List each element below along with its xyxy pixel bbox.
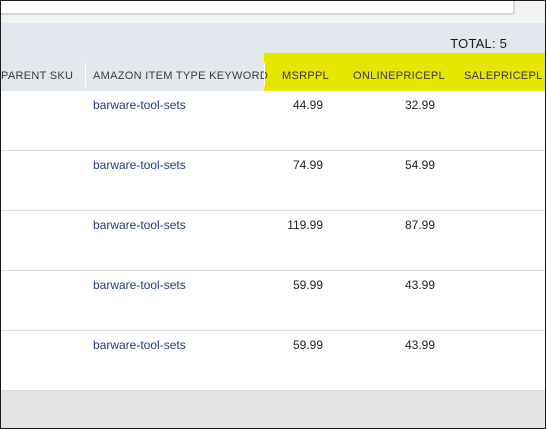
table-row[interactable]: barware-tool-sets 59.99 43.99 [1,271,545,331]
item-type-keyword-link[interactable]: barware-tool-sets [93,338,186,352]
table-body: barware-tool-sets 44.99 32.99 barware-to… [1,91,545,391]
highlighted-price-columns [264,53,545,91]
onlinepricepl-value: 54.99 [404,158,435,172]
column-divider [85,63,86,87]
column-divider [264,63,265,87]
column-header-msrppl[interactable]: MSRPPL [282,70,330,82]
item-type-keyword-link[interactable]: barware-tool-sets [93,98,186,112]
msrppl-value: 119.99 [287,218,323,232]
onlinepricepl-value: 43.99 [404,338,435,352]
table-row[interactable]: barware-tool-sets 74.99 54.99 [1,151,545,211]
table-row[interactable]: barware-tool-sets 119.99 87.99 [1,211,545,271]
column-header-parent-sku[interactable]: PARENT SKU [1,70,74,82]
column-header-onlinepricepl[interactable]: ONLINEPRICEPL [353,70,445,82]
msrppl-value: 59.99 [292,278,323,292]
msrppl-value: 74.99 [292,158,323,172]
item-type-keyword-link[interactable]: barware-tool-sets [93,278,186,292]
onlinepricepl-value: 87.99 [404,218,435,232]
column-header-salepricepl[interactable]: SALEPRICEPL [464,70,543,82]
table-row[interactable]: barware-tool-sets 59.99 43.99 [1,331,545,391]
total-count: TOTAL: 5 [450,36,507,51]
table-footer [1,391,545,428]
table-row[interactable]: barware-tool-sets 44.99 32.99 [1,91,545,151]
onlinepricepl-value: 43.99 [404,278,435,292]
upper-panel-edge [1,1,515,15]
msrppl-value: 59.99 [292,338,323,352]
column-header-item-type-keyword[interactable]: AMAZON ITEM TYPE KEYWORD [93,70,269,82]
upper-scroll-area [515,1,545,23]
item-type-keyword-link[interactable]: barware-tool-sets [93,158,186,172]
msrppl-value: 44.99 [292,98,323,112]
item-type-keyword-link[interactable]: barware-tool-sets [93,218,186,232]
top-strip [1,1,545,23]
onlinepricepl-value: 32.99 [404,98,435,112]
